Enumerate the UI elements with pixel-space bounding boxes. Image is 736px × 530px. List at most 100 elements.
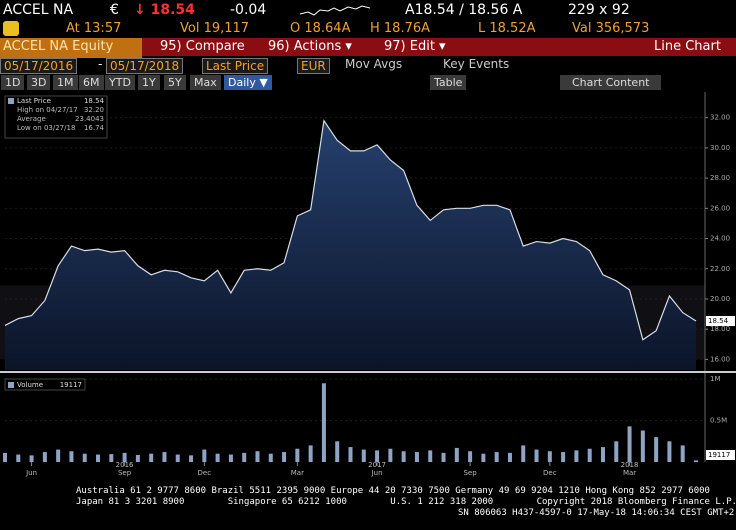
volume-bar	[375, 450, 380, 462]
footer: Japan 81 3 3201 8900 Singapore 65 6212 1…	[76, 497, 736, 507]
volume-bar	[401, 451, 406, 462]
legend-box	[4, 95, 108, 139]
year-label: 2018	[621, 461, 639, 469]
volume-bar	[82, 453, 87, 462]
legend-label: Low on 03/27/18	[17, 124, 75, 132]
x-tick-label: Jun	[25, 469, 37, 477]
legend-value: 16.74	[84, 124, 105, 132]
volume-bar	[162, 452, 167, 462]
currency: €	[110, 2, 119, 18]
ticker: ACCEL NA	[3, 2, 74, 18]
frequency[interactable]: Daily ▼	[224, 75, 272, 90]
period-button[interactable]: 1M	[53, 75, 78, 90]
year-label: 2016	[116, 461, 134, 469]
volume-bar	[414, 452, 419, 462]
volume: Vol 19,117	[180, 21, 250, 36]
legend-label: Volume	[17, 381, 43, 389]
volume-bar	[388, 448, 393, 462]
volume-bar	[135, 454, 140, 462]
y-tick-label: 22.00	[710, 265, 730, 273]
x-tick-label: Sep	[118, 469, 132, 477]
currency-field[interactable]: EUR	[297, 58, 330, 74]
y2-tick-label: 1M	[710, 375, 721, 383]
volume-bar	[69, 451, 74, 462]
x-tick-label: Mar	[623, 469, 636, 477]
volume-bar	[680, 445, 685, 462]
legend-swatch	[8, 98, 14, 104]
key-events[interactable]: Key Events	[443, 57, 510, 71]
volume-bar	[468, 451, 473, 462]
period-button[interactable]: 1Y	[138, 75, 160, 90]
volume-bar	[574, 450, 579, 462]
bid-ask: A18.54 / 18.56 A	[405, 2, 523, 18]
chart-content[interactable]: Chart Content	[560, 75, 662, 90]
volume-bar	[694, 460, 698, 462]
icon[interactable]	[3, 21, 19, 36]
period-button[interactable]: YTD	[105, 75, 135, 90]
period-button[interactable]: 5Y	[164, 75, 186, 90]
volume-bar	[481, 453, 486, 462]
open: O 18.64A	[290, 21, 351, 36]
price-line	[4, 119, 697, 341]
volume-bar	[295, 448, 300, 462]
high: H 18.76A	[370, 21, 431, 36]
legend-swatch	[8, 382, 14, 388]
actions[interactable]: 96) Actions ▾	[268, 39, 352, 54]
volume-bar	[441, 452, 446, 462]
legend-value: 18.54	[84, 97, 105, 105]
period-button[interactable]: 1D	[1, 75, 25, 90]
period-button[interactable]: 3D	[27, 75, 51, 90]
volume-bar	[654, 437, 659, 462]
y-tick-label: 20.00	[710, 295, 730, 303]
volume-bar	[268, 453, 273, 462]
y-tick-label: 28.00	[710, 174, 730, 182]
val: Val 356,573	[572, 21, 650, 36]
volume-bar	[627, 426, 632, 462]
field[interactable]: Last Price	[202, 58, 269, 74]
start-date[interactable]: 05/17/2016	[0, 58, 78, 74]
volume-bar	[561, 452, 566, 462]
legend-label: Last Price	[17, 97, 51, 105]
year-label: 2017	[368, 461, 386, 469]
volume-bar	[534, 449, 539, 462]
security[interactable]: ACCEL NA Equity	[0, 38, 142, 58]
period-button[interactable]: 6M	[79, 75, 104, 90]
volume-bar	[109, 454, 114, 462]
legend-box	[4, 378, 86, 391]
mov-avgs[interactable]: Mov Avgs	[345, 57, 403, 71]
volume-bar	[202, 449, 207, 462]
volume-bar	[42, 452, 47, 462]
volume-bar	[122, 452, 127, 462]
period-button[interactable]: Max	[190, 75, 221, 90]
end-date[interactable]: 05/17/2018	[106, 58, 184, 74]
volume-bar	[149, 453, 154, 462]
x-tick-label: Jun	[371, 469, 383, 477]
chart-type: Line Chart	[654, 39, 721, 54]
volume-bar	[494, 452, 499, 462]
y-tick-label: 32.00	[710, 114, 730, 122]
volume-bar	[348, 447, 353, 462]
last-label: 19117	[708, 451, 730, 459]
volume-bar	[16, 454, 21, 462]
table[interactable]: Table	[430, 75, 467, 90]
edit[interactable]: 97) Edit ▾	[384, 39, 446, 54]
last-label: 18.54	[708, 317, 729, 325]
volume-bar	[640, 430, 645, 462]
volume-bar	[428, 450, 433, 462]
volume-bar	[56, 449, 61, 462]
compare[interactable]: 95) Compare	[160, 39, 245, 54]
volume-bar	[255, 451, 260, 462]
legend-value: 19117	[60, 381, 82, 389]
area	[5, 120, 696, 370]
legend-value: 32.20	[84, 106, 104, 114]
size: 229 x 92	[568, 2, 630, 18]
volume-bar	[175, 454, 180, 462]
y-tick-label: 26.00	[710, 204, 730, 212]
change: -0.04	[230, 2, 267, 18]
y-tick-label: 16.00	[710, 355, 730, 363]
x-tick-label: Sep	[463, 469, 477, 477]
volume-bar	[600, 447, 605, 462]
volume-bar	[215, 453, 220, 462]
last-tag	[706, 316, 735, 327]
